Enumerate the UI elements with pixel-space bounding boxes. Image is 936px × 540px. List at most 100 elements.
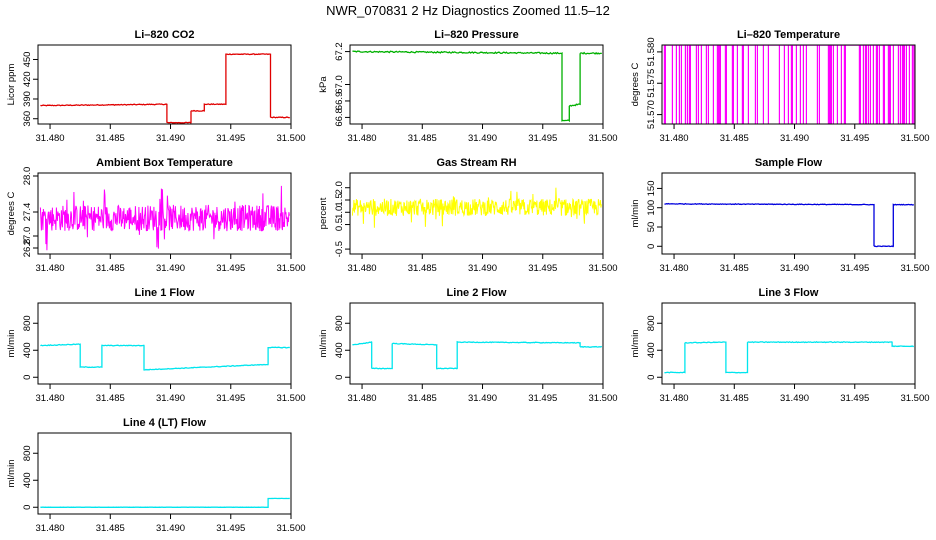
x-tick-label: 31.500 [588,393,617,404]
x-tick-label: 31.500 [900,393,929,404]
y-axis-label: ml/min [6,330,17,358]
y-axis-label: degrees C [630,62,641,106]
y-tick-label: 27.0 [22,227,33,246]
chart-panel-8: Line 2 Flow 31.480 31.485 31.490 31.495 31.50… [318,287,618,404]
data-series-line [352,50,602,123]
x-tick-label: 31.485 [408,133,437,144]
chart-title: Sample Flow [755,157,823,169]
y-tick-label: 1.5 [334,193,345,206]
x-tick-label: 31.490 [156,393,185,404]
y-tick-label: 66.8 [334,108,345,127]
data-series-line [40,497,290,508]
x-tick-label: 31.500 [900,133,929,144]
data-layer [40,53,291,124]
x-tick-label: 31.495 [216,263,245,274]
data-layer [40,497,290,508]
y-axis-label: ml/min [630,200,641,228]
plot-frame [349,302,604,385]
x-tick-label: 31.480 [660,393,689,404]
y-tick-label: 390 [22,91,33,107]
chart-title: Line 4 (LT) Flow [123,417,206,429]
y-axis-label: Licor ppm [6,64,17,106]
x-tick-label: 31.490 [780,263,809,274]
y-tick-label: 800 [646,315,657,331]
x-tick-label: 31.490 [780,133,809,144]
x-tick-label: 31.480 [36,393,65,404]
data-series-line [663,45,915,124]
x-tick-label: 31.480 [36,133,65,144]
y-axis-label: ml/min [318,330,329,358]
data-layer [40,343,290,371]
y-tick-label: -0.5 [334,241,345,257]
y-tick-label: 0 [22,505,33,510]
y-axis-label: kPa [318,76,329,93]
chart-panel-7: Line 1 Flow 31.480 31.485 31.490 31.495 31.50… [6,287,306,404]
x-tick-label: 31.490 [156,133,185,144]
y-tick-label: 0 [22,375,33,380]
y-tick-label: 50 [646,222,657,233]
x-tick-label: 31.490 [468,133,497,144]
data-series-line [664,341,915,374]
y-tick-label: 1.0 [334,206,345,219]
x-tick-label: 31.495 [528,263,557,274]
x-tick-label: 31.480 [36,263,65,274]
y-tick-label: 400 [22,342,33,358]
plot-frame [37,432,292,515]
y-tick-label: 800 [334,315,345,331]
y-tick-label: 450 [22,52,33,68]
y-tick-label: 0 [646,244,657,249]
y-axis-label: ml/min [6,460,17,488]
x-tick-label: 31.500 [276,133,305,144]
y-tick-label: 51.570 [646,100,657,129]
plot-frame [37,302,292,385]
chart-title: Ambient Box Temperature [96,157,233,169]
x-tick-label: 31.485 [96,393,125,404]
chart-title: Li–820 Pressure [434,29,518,41]
x-tick-label: 31.500 [276,393,305,404]
plot-frame [349,172,604,255]
data-series-line [351,187,602,228]
x-tick-label: 31.490 [156,263,185,274]
chart-title: Line 2 Flow [447,287,507,299]
x-tick-label: 31.495 [840,133,869,144]
y-tick-label: 100 [646,200,657,216]
chart-title: Li–820 Temperature [737,29,840,41]
x-tick-label: 31.500 [276,263,305,274]
data-layer [352,340,603,370]
data-layer [39,185,290,251]
y-tick-label: 26.8 [22,239,33,258]
chart-title: Li–820 CO2 [135,29,195,41]
y-tick-label: 150 [646,180,657,196]
y-tick-label: 360 [22,111,33,127]
chart-panel-10: Line 4 (LT) Flow 31.480 31.485 31.490 31.495… [6,417,306,534]
chart-panel-4: Ambient Box Temperature 31.480 31.485 31.49… [6,157,306,274]
plot-frame [37,172,292,255]
plot-frame [37,44,292,125]
page-title: NWR_070831 2 Hz Diagnostics Zoomed 11.5–… [326,3,610,18]
y-tick-label: 800 [22,315,33,331]
x-tick-label: 31.480 [348,133,377,144]
x-tick-label: 31.485 [96,263,125,274]
chart-panel-5: Gas Stream RH 31.480 31.485 31.490 31.495 31.… [318,157,618,274]
y-tick-label: 28.0 [22,167,33,186]
y-tick-label: 800 [22,445,33,461]
data-series-line [664,202,915,248]
x-tick-label: 31.495 [528,393,557,404]
y-tick-label: 51.575 [646,69,657,98]
chart-title: Line 3 Flow [759,287,819,299]
x-tick-label: 31.485 [720,393,749,404]
data-layer [351,187,602,228]
x-tick-label: 31.490 [780,393,809,404]
x-tick-label: 31.480 [348,263,377,274]
y-axis-label: degrees C [6,191,17,235]
y-tick-label: 27.4 [22,203,33,222]
y-tick-label: 0.5 [334,218,345,231]
plot-frame [349,44,604,125]
chart-title: Line 1 Flow [135,287,195,299]
x-tick-label: 31.500 [276,523,305,534]
data-series-line [40,53,291,124]
chart-panel-9: Line 3 Flow 31.480 31.485 31.490 31.495 31.50… [630,287,930,404]
x-tick-label: 31.485 [408,263,437,274]
x-tick-label: 31.500 [900,263,929,274]
